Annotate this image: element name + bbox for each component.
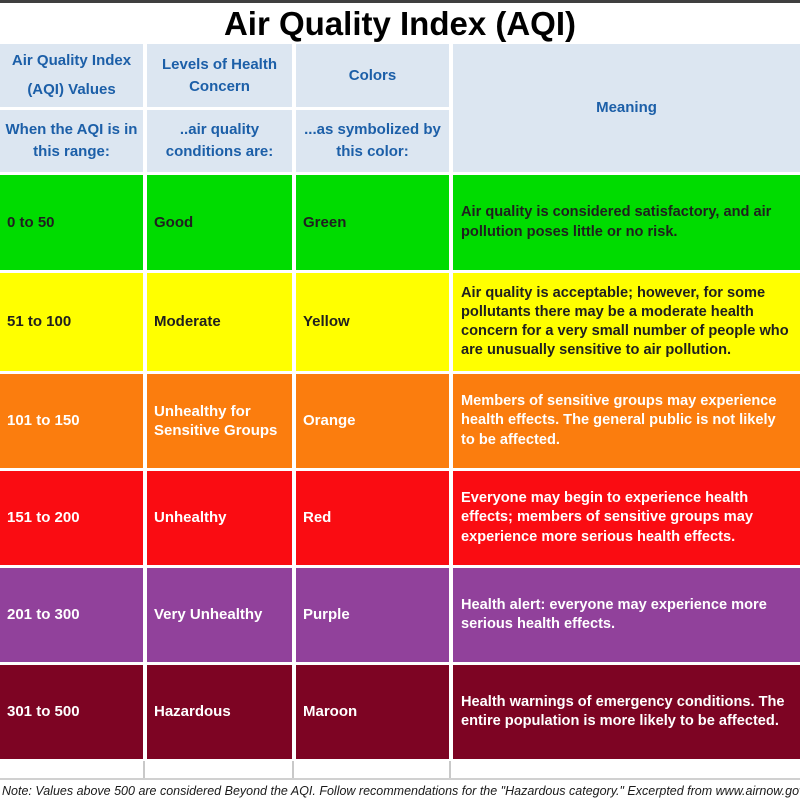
aqi-range-cell: 151 to 200 (0, 471, 143, 565)
color-name-cell: Green (296, 175, 449, 270)
empty-cell (451, 761, 800, 778)
color-name-cell: Orange (296, 374, 449, 468)
empty-cell (294, 761, 451, 778)
aqi-range-cell: 301 to 500 (0, 665, 143, 759)
health-level-cell: Good (147, 175, 292, 270)
health-level-cell: Moderate (147, 273, 292, 371)
color-name-cell: Purple (296, 568, 449, 662)
page-title: Air Quality Index (AQI) (223, 5, 577, 42)
aqi-range-cell: 101 to 150 (0, 374, 143, 468)
aqi-row-very-unhealthy: 201 to 300 Very Unhealthy Purple Health … (0, 568, 800, 662)
aqi-range-cell: 51 to 100 (0, 273, 143, 371)
aqi-range-cell: 201 to 300 (0, 568, 143, 662)
header-meaning: Meaning (453, 44, 800, 172)
meaning-cell: Air quality is acceptable; however, for … (453, 273, 800, 371)
subheader-symbolized: ...as symbolized by this color: (296, 110, 449, 172)
meaning-cell: Air quality is considered satisfactory, … (453, 175, 800, 270)
aqi-range-cell: 0 to 50 (0, 175, 143, 270)
table-header: Air Quality Index (AQI) Values Levels of… (0, 44, 800, 172)
color-name-cell: Yellow (296, 273, 449, 371)
aqi-row-hazardous: 301 to 500 Hazardous Maroon Health warni… (0, 665, 800, 759)
aqi-row-unhealthy: 151 to 200 Unhealthy Red Everyone may be… (0, 471, 800, 565)
meaning-cell: Health warnings of emergency conditions.… (453, 665, 800, 759)
color-name-cell: Maroon (296, 665, 449, 759)
color-name-cell: Red (296, 471, 449, 565)
aqi-row-good: 0 to 50 Good Green Air quality is consid… (0, 175, 800, 270)
empty-table-row (0, 761, 800, 780)
aqi-row-unhealthy-sensitive: 101 to 150 Unhealthy for Sensitive Group… (0, 374, 800, 468)
empty-cell (0, 761, 145, 778)
aqi-row-moderate: 51 to 100 Moderate Yellow Air quality is… (0, 273, 800, 371)
subheader-range: When the AQI is in this range: (0, 110, 143, 172)
footnote: Note: Values above 500 are considered Be… (2, 784, 800, 798)
header-health-concern: Levels of Health Concern (147, 44, 292, 107)
health-level-cell: Hazardous (147, 665, 292, 759)
health-level-cell: Unhealthy for Sensitive Groups (147, 374, 292, 468)
meaning-cell: Health alert: everyone may experience mo… (453, 568, 800, 662)
health-level-cell: Unhealthy (147, 471, 292, 565)
header-colors: Colors (296, 44, 449, 107)
header-aqi-values: Air Quality Index (AQI) Values (0, 44, 143, 107)
meaning-cell: Everyone may begin to experience health … (453, 471, 800, 565)
meaning-cell: Members of sensitive groups may experien… (453, 374, 800, 468)
subheader-conditions: ..air quality conditions are: (147, 110, 292, 172)
empty-cell (145, 761, 294, 778)
health-level-cell: Very Unhealthy (147, 568, 292, 662)
